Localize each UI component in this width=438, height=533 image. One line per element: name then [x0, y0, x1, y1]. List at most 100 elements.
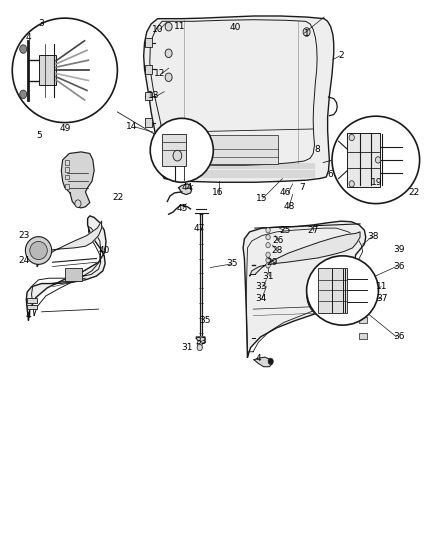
Text: 1: 1 — [304, 29, 310, 37]
Polygon shape — [243, 221, 367, 357]
Text: 40: 40 — [99, 246, 110, 255]
Text: 39: 39 — [393, 245, 404, 254]
Text: 28: 28 — [271, 246, 283, 255]
Bar — [145, 65, 152, 74]
Text: 15: 15 — [256, 194, 268, 203]
Bar — [145, 118, 152, 127]
Text: 40: 40 — [230, 23, 241, 32]
PathPatch shape — [144, 16, 334, 182]
Bar — [359, 279, 367, 286]
Polygon shape — [36, 221, 102, 266]
Text: 48: 48 — [283, 203, 295, 211]
Ellipse shape — [314, 282, 341, 310]
Text: 4: 4 — [256, 354, 261, 362]
Circle shape — [197, 341, 202, 347]
Text: 2: 2 — [339, 52, 344, 60]
Text: 4: 4 — [26, 311, 31, 320]
Text: 33: 33 — [196, 337, 207, 345]
Circle shape — [165, 49, 172, 58]
Bar — [65, 184, 69, 189]
Circle shape — [349, 134, 354, 141]
Circle shape — [197, 344, 202, 351]
Bar — [359, 317, 367, 323]
Polygon shape — [179, 184, 192, 195]
Circle shape — [266, 263, 270, 268]
Text: 37: 37 — [376, 294, 388, 303]
Circle shape — [75, 200, 81, 207]
Text: 3: 3 — [39, 20, 45, 28]
Bar — [359, 333, 367, 339]
Text: 45: 45 — [176, 205, 187, 213]
Circle shape — [266, 228, 270, 233]
Bar — [359, 296, 367, 303]
Text: 23: 23 — [18, 231, 30, 240]
Text: 46: 46 — [280, 189, 291, 197]
Text: 22: 22 — [113, 193, 124, 201]
Polygon shape — [254, 357, 272, 367]
Text: 31: 31 — [182, 343, 193, 352]
Text: 29: 29 — [266, 258, 277, 266]
Text: 6: 6 — [328, 171, 334, 179]
Text: 49: 49 — [59, 125, 71, 133]
Text: 13: 13 — [148, 92, 159, 100]
Text: 36: 36 — [393, 262, 404, 271]
Ellipse shape — [30, 241, 47, 260]
Text: 16: 16 — [212, 189, 224, 197]
Text: 22: 22 — [408, 189, 420, 197]
Bar — [318, 268, 347, 313]
Circle shape — [266, 235, 270, 240]
Polygon shape — [61, 152, 94, 208]
Text: 8: 8 — [314, 145, 321, 154]
Text: 24: 24 — [18, 256, 30, 264]
Bar — [65, 268, 82, 281]
Circle shape — [266, 252, 270, 257]
Circle shape — [266, 243, 270, 248]
Bar — [65, 160, 69, 165]
Ellipse shape — [25, 237, 52, 264]
Text: 10: 10 — [152, 25, 163, 34]
Text: 4: 4 — [26, 33, 31, 42]
Bar — [27, 305, 37, 309]
Bar — [347, 133, 380, 187]
Ellipse shape — [307, 274, 349, 318]
Circle shape — [165, 22, 172, 31]
Polygon shape — [26, 216, 106, 320]
Bar — [145, 92, 152, 100]
Polygon shape — [250, 232, 360, 276]
Text: 25: 25 — [279, 226, 290, 235]
Bar — [27, 298, 37, 303]
Circle shape — [173, 150, 182, 161]
Bar — [65, 175, 69, 179]
Circle shape — [20, 45, 27, 53]
Text: 11: 11 — [174, 22, 185, 31]
Circle shape — [303, 28, 310, 36]
Text: 47: 47 — [194, 224, 205, 232]
Ellipse shape — [12, 18, 117, 123]
Polygon shape — [200, 214, 202, 341]
Text: 19: 19 — [371, 178, 382, 187]
Circle shape — [375, 157, 381, 163]
Circle shape — [268, 358, 273, 365]
Text: 38: 38 — [367, 232, 379, 241]
Text: 33: 33 — [255, 282, 266, 291]
Text: 11: 11 — [376, 282, 388, 291]
Circle shape — [165, 73, 172, 82]
Text: 35: 35 — [226, 260, 238, 268]
Ellipse shape — [332, 116, 420, 204]
Bar — [39, 55, 56, 85]
Text: 35: 35 — [199, 317, 211, 325]
Bar — [162, 134, 186, 166]
Text: 44: 44 — [182, 183, 193, 192]
Polygon shape — [196, 337, 205, 344]
Circle shape — [266, 257, 270, 263]
Text: 31: 31 — [262, 272, 274, 280]
Text: 36: 36 — [393, 333, 404, 341]
Ellipse shape — [307, 256, 378, 325]
Text: 12: 12 — [154, 69, 166, 78]
Circle shape — [20, 90, 27, 99]
Text: 7: 7 — [299, 183, 305, 192]
Circle shape — [349, 181, 354, 187]
Text: 34: 34 — [255, 294, 266, 303]
Text: 26: 26 — [272, 237, 284, 245]
Ellipse shape — [150, 118, 213, 182]
